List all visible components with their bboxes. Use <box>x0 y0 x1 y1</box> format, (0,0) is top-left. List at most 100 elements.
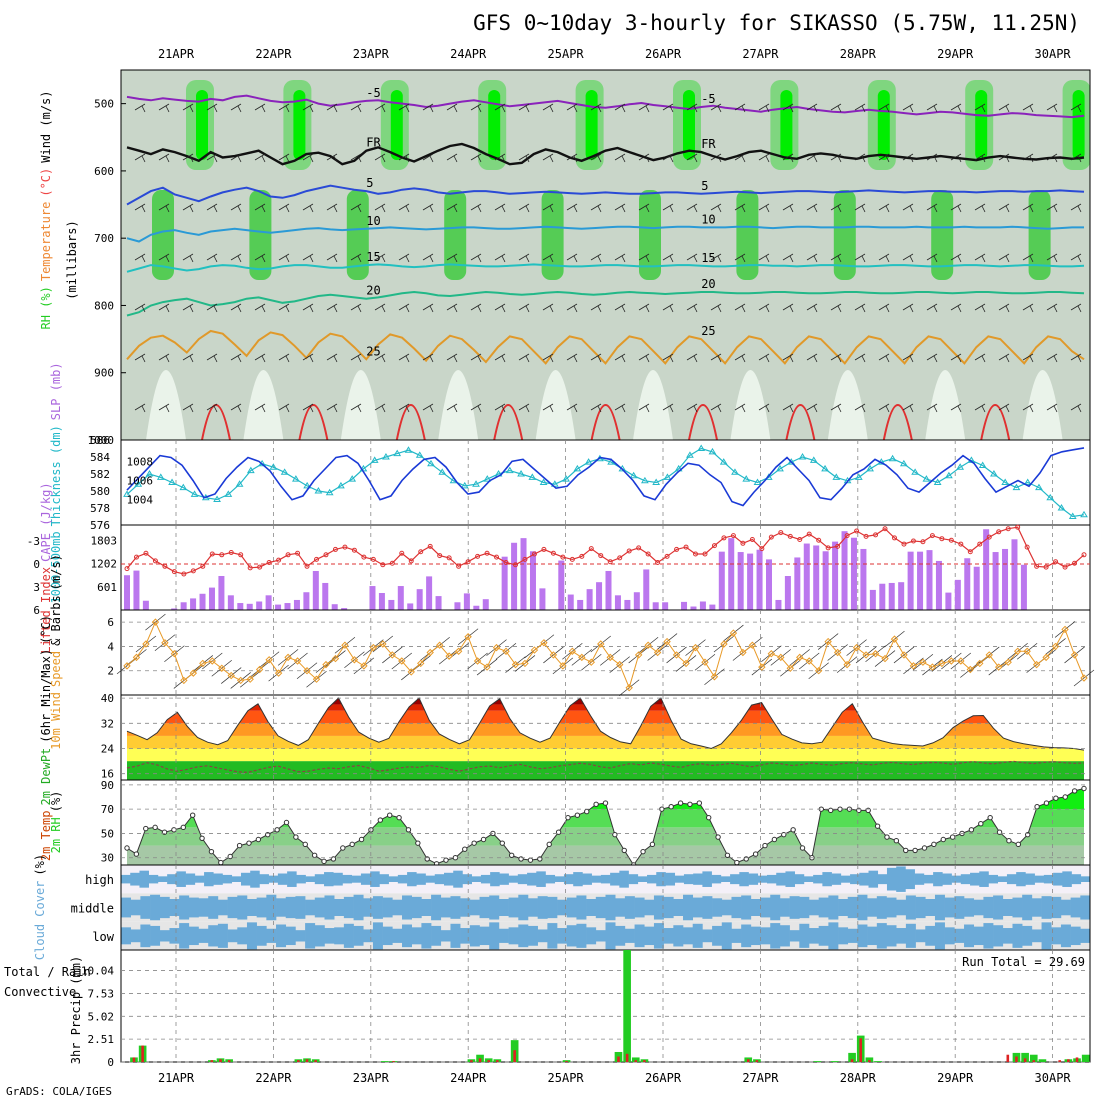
cloud-cell <box>382 926 393 946</box>
date-label-bottom: 21APR <box>158 1071 195 1085</box>
cape-bar <box>888 582 895 610</box>
rh-marker <box>143 825 149 832</box>
convective-bar <box>132 1057 136 1062</box>
cloud-cell <box>250 870 260 888</box>
cape-bar <box>511 542 518 610</box>
cape-bar <box>199 593 206 610</box>
wind-barb <box>830 253 842 263</box>
wind-barb <box>446 253 458 263</box>
wind-marker <box>379 640 387 648</box>
cloud-cell <box>237 895 248 920</box>
isotherm-label: 25 <box>701 324 715 338</box>
wind-barb <box>1070 153 1082 163</box>
li-marker <box>607 559 613 565</box>
temp-band <box>127 761 1084 780</box>
wind-marker <box>180 676 188 685</box>
isotherm-line <box>126 263 1085 273</box>
wind-barb <box>758 203 770 213</box>
convective-bar <box>859 1038 863 1062</box>
wind-barb <box>662 103 674 113</box>
wind-marker <box>672 651 681 659</box>
wind-marker <box>616 660 624 669</box>
wind-barb <box>446 403 458 413</box>
cloud-cell <box>925 899 936 916</box>
li-marker <box>948 537 954 543</box>
wind-barb <box>158 303 170 313</box>
cloud-cell <box>169 928 180 944</box>
rh-marker <box>293 834 299 840</box>
convective-bar <box>1006 1054 1010 1062</box>
thickness-marker <box>742 475 751 482</box>
cloud-cell <box>296 874 306 884</box>
y-tick-label-right: 1008 <box>127 455 154 468</box>
rh-marker <box>715 834 721 840</box>
wind-barb <box>950 203 962 213</box>
wind-barb <box>590 303 602 313</box>
cloud-cell <box>739 872 749 887</box>
wind-barb <box>758 153 770 163</box>
wind-barb <box>1022 303 1034 313</box>
wind-barb <box>254 353 266 363</box>
convective-bar <box>634 1060 638 1062</box>
wind-marker <box>587 658 595 666</box>
wind-barb <box>1046 353 1058 363</box>
rh-marker <box>884 834 890 840</box>
cloud-cell <box>933 872 943 887</box>
slp-line <box>126 447 1085 507</box>
cloud-cell <box>840 875 851 883</box>
thickness-marker <box>652 478 661 485</box>
isotherm-label: 10 <box>701 212 715 226</box>
rh-marker <box>781 831 787 838</box>
cloud-cell <box>964 924 975 948</box>
rh-marker <box>1043 800 1050 806</box>
cloud-cell <box>973 926 984 946</box>
cloud-cell <box>508 875 519 883</box>
dry-plume <box>535 370 576 440</box>
wind-barb <box>206 353 218 363</box>
wind-barb <box>950 153 962 163</box>
cloud-cell <box>720 876 731 882</box>
rh-marker <box>124 845 130 851</box>
thickness-marker <box>663 473 672 480</box>
cloud-cell <box>979 871 989 887</box>
wind-barb <box>326 303 338 313</box>
cloud-cell <box>712 925 723 946</box>
li-marker <box>986 534 992 540</box>
wind-barb <box>1022 353 1034 363</box>
rh-core <box>683 90 695 160</box>
thickness-marker <box>213 495 221 502</box>
date-label-top: 29APR <box>937 47 974 61</box>
wind-barb <box>926 353 938 363</box>
li-marker <box>408 558 414 564</box>
thickness-marker <box>393 449 402 457</box>
cloud-cell <box>1080 895 1091 920</box>
cloud-cell <box>130 899 141 916</box>
rh-marker <box>415 840 421 846</box>
wind-marker <box>293 657 302 665</box>
cloud-cell <box>653 923 664 949</box>
cloud-cell <box>353 894 364 921</box>
thickness-marker <box>787 458 796 465</box>
cloud-cell <box>121 897 131 918</box>
cloud-cell <box>305 876 316 882</box>
rh-marker <box>940 836 946 843</box>
wind-barb <box>326 103 338 113</box>
cape-bar <box>435 596 442 610</box>
wind-marker <box>720 640 728 648</box>
date-label-bottom: 22APR <box>255 1071 292 1085</box>
wind-barb <box>590 353 602 363</box>
wind-barb <box>782 253 794 263</box>
li-marker <box>560 554 566 560</box>
cloud-cell <box>619 870 629 888</box>
wind-barb <box>926 153 938 163</box>
wind-marker <box>142 640 150 648</box>
cloud-cell <box>397 874 408 884</box>
convective-bar <box>1067 1059 1070 1062</box>
isotherm-line <box>126 94 1085 119</box>
wind-marker <box>644 641 652 649</box>
cloud-cell <box>453 870 463 888</box>
wind-barb <box>686 303 698 313</box>
cloud-cell <box>789 896 800 919</box>
cloud-cell <box>295 896 306 919</box>
cape-bar <box>1011 539 1018 610</box>
